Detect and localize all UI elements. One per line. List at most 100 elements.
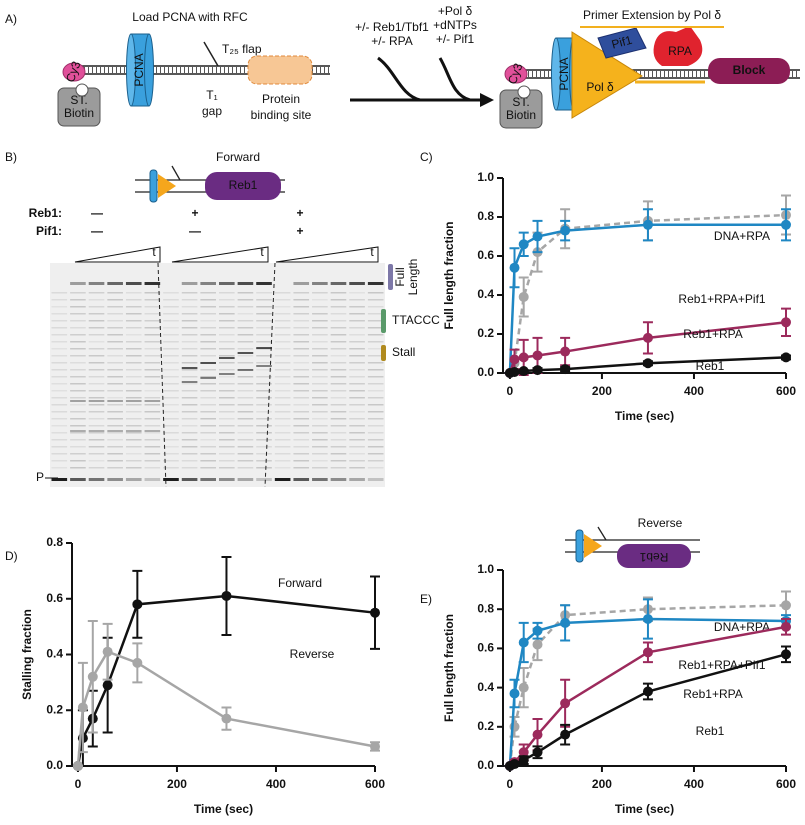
gel-band (219, 357, 235, 359)
gel-band (70, 453, 86, 455)
gel-band (312, 320, 328, 322)
gel-band (125, 334, 142, 336)
gel-band (107, 348, 123, 350)
gel-band (274, 425, 291, 427)
gel-band (219, 376, 235, 378)
series-label: Reb1 (696, 724, 725, 738)
gel-band (88, 369, 105, 371)
data-point (642, 686, 653, 697)
lane-divider (157, 262, 167, 488)
gel-band (107, 404, 123, 406)
gel-band (219, 320, 235, 322)
gel-band (293, 369, 310, 371)
arrow (377, 56, 421, 102)
series-label: Reb1+RPA+Pif1 (678, 292, 765, 306)
data-point (642, 647, 653, 658)
gel-band (70, 334, 86, 336)
gel-band (51, 446, 68, 448)
gel-band (237, 299, 254, 301)
panel-label: A) (5, 12, 17, 26)
gel-band (256, 411, 272, 413)
x-axis-title: Time (sec) (615, 409, 674, 423)
data-point (532, 350, 543, 361)
gel-band (349, 439, 365, 441)
gel-band (367, 299, 384, 301)
gel-band (237, 352, 254, 354)
gel-band (349, 478, 365, 481)
gel-band (256, 460, 272, 462)
gel-band (181, 292, 198, 294)
gel-band (274, 292, 291, 294)
gel-band (237, 397, 254, 399)
gel-band (181, 425, 198, 427)
gel-band (330, 313, 347, 315)
gel-band (349, 369, 365, 371)
data-point (77, 702, 88, 713)
gel-band (51, 404, 68, 406)
gel-band (125, 320, 142, 322)
gel-band (51, 320, 68, 322)
gel-band (163, 411, 179, 413)
gel-band (367, 306, 384, 308)
gel-band (70, 376, 86, 378)
gel-band (349, 418, 365, 420)
x-tick-label: 200 (167, 777, 187, 791)
gel-band (144, 320, 161, 322)
site-label: binding site (251, 108, 312, 122)
gel-band (349, 299, 365, 301)
gel-band (293, 467, 310, 469)
gel-band (51, 341, 68, 343)
data-point (132, 599, 143, 610)
gel-band (256, 390, 272, 392)
gel-band (293, 313, 310, 315)
gel-band (367, 362, 384, 364)
gel-band (181, 313, 198, 315)
gel-band (349, 467, 365, 469)
gel-band (200, 390, 216, 392)
pif1-label: Pif1 (610, 33, 634, 52)
gel-band (367, 383, 384, 385)
gel-band (107, 439, 123, 441)
gel-band (181, 460, 198, 462)
gel-band (144, 446, 161, 448)
gel-band (144, 411, 161, 413)
x-tick-label: 200 (592, 384, 612, 398)
gel-band (274, 313, 291, 315)
pcna (144, 33, 154, 107)
gel-band (330, 355, 347, 357)
data-point (560, 225, 571, 236)
gel-band (107, 369, 123, 371)
gel-band (256, 355, 272, 357)
gel-band (312, 282, 328, 285)
gel-band (125, 467, 142, 469)
marker-label: Full (393, 267, 407, 286)
gel-band (163, 404, 179, 406)
gel-band (312, 432, 328, 434)
gel-band (200, 432, 216, 434)
data-point (560, 364, 571, 375)
panel-label: B) (5, 150, 17, 164)
y-tick-label: 0.2 (477, 326, 494, 340)
gel (50, 263, 385, 487)
gel-band (293, 404, 310, 406)
gel-band (125, 327, 142, 329)
gel-band (144, 306, 161, 308)
gel-band (330, 397, 347, 399)
gel-band (256, 418, 272, 420)
gel-band (51, 369, 68, 371)
marker-label: Length (406, 259, 420, 296)
gel-band (312, 376, 328, 378)
gel-band (163, 439, 179, 441)
gel-band (107, 418, 123, 420)
gel-band (70, 397, 86, 399)
gel-band (312, 362, 328, 364)
gel-band (219, 292, 235, 294)
gel-band (163, 446, 179, 448)
data-point (532, 729, 543, 740)
gel-band (237, 334, 254, 336)
gel-band (107, 306, 123, 308)
gel-band (274, 467, 291, 469)
gel-band (256, 362, 272, 364)
gel-band (219, 306, 235, 308)
gel-band (293, 320, 310, 322)
